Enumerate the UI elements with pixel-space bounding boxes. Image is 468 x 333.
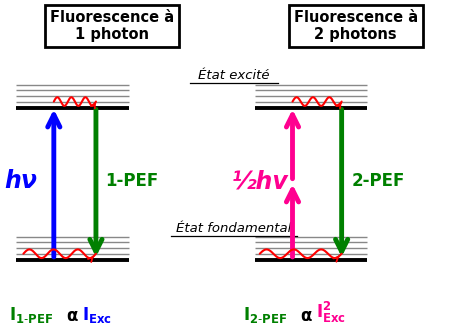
Text: $\mathbf{I}_{\mathbf{Exc}}^{\mathbf{2}}$: $\mathbf{I}_{\mathbf{Exc}}^{\mathbf{2}}$ (316, 300, 346, 325)
Text: Fluorescence à
1 photon: Fluorescence à 1 photon (50, 10, 175, 42)
Text: $\mathbf{I}_{\mathbf{2\text{-}PEF}}$: $\mathbf{I}_{\mathbf{2\text{-}PEF}}$ (243, 305, 287, 325)
Text: État fondamental: État fondamental (176, 222, 292, 235)
Text: $\mathbf{I}_{\mathbf{Exc}}$: $\mathbf{I}_{\mathbf{Exc}}$ (82, 305, 112, 325)
Text: Fluorescence à
2 photons: Fluorescence à 2 photons (293, 10, 418, 42)
Text: 2-PEF: 2-PEF (352, 172, 405, 190)
Text: $\mathbf{\alpha}$: $\mathbf{\alpha}$ (300, 307, 312, 325)
Text: 1-PEF: 1-PEF (105, 172, 159, 190)
Text: $\mathbf{I}_{\mathbf{1\text{-}PEF}}$: $\mathbf{I}_{\mathbf{1\text{-}PEF}}$ (9, 305, 53, 325)
Text: $\mathbf{\alpha}$: $\mathbf{\alpha}$ (66, 307, 78, 325)
Text: ½hv: ½hv (231, 169, 288, 193)
Text: hν: hν (5, 169, 37, 193)
Text: État excité: État excité (198, 69, 270, 82)
